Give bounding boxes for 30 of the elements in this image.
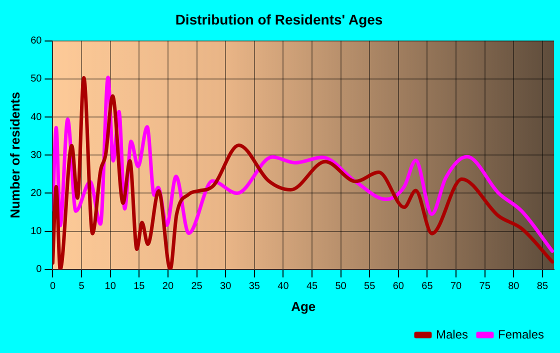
x-tick-label: 20 [162,281,174,292]
y-tick-label: 60 [30,36,42,47]
x-tick-label: 0 [50,281,56,292]
legend-label: Males [436,327,468,342]
y-tick-label: 40 [30,112,42,123]
x-tick-label: 70 [450,281,462,292]
x-tick-label: 85 [536,281,548,292]
x-tick-label: 15 [134,281,146,292]
x-tick-label: 5 [78,281,85,292]
x-tick-label: 35 [248,281,260,292]
x-tick-label: 65 [422,281,434,292]
x-tick-label: 45 [306,281,318,292]
x-tick-label: 75 [479,281,491,292]
y-tick-label: 30 [30,150,42,161]
chart-title: Distribution of Residents' Ages [175,11,383,28]
x-tick-label: 80 [508,281,520,292]
x-tick-label: 30 [220,281,232,292]
x-tick-label: 10 [104,281,116,292]
x-tick-label: 40 [278,281,290,292]
legend-label: Females [498,327,544,342]
x-tick-label: 55 [364,281,376,292]
y-tick-label: 10 [30,226,42,238]
x-axis-title: Age [291,298,316,314]
x-tick-label: 25 [191,281,203,292]
y-tick-label: 50 [30,74,42,85]
x-tick-label: 50 [335,281,347,292]
x-tick-label: 60 [392,281,404,292]
y-tick-label: 20 [30,188,42,199]
y-tick-label: 0 [36,264,42,276]
y-axis-title: Number of residents [7,92,22,218]
